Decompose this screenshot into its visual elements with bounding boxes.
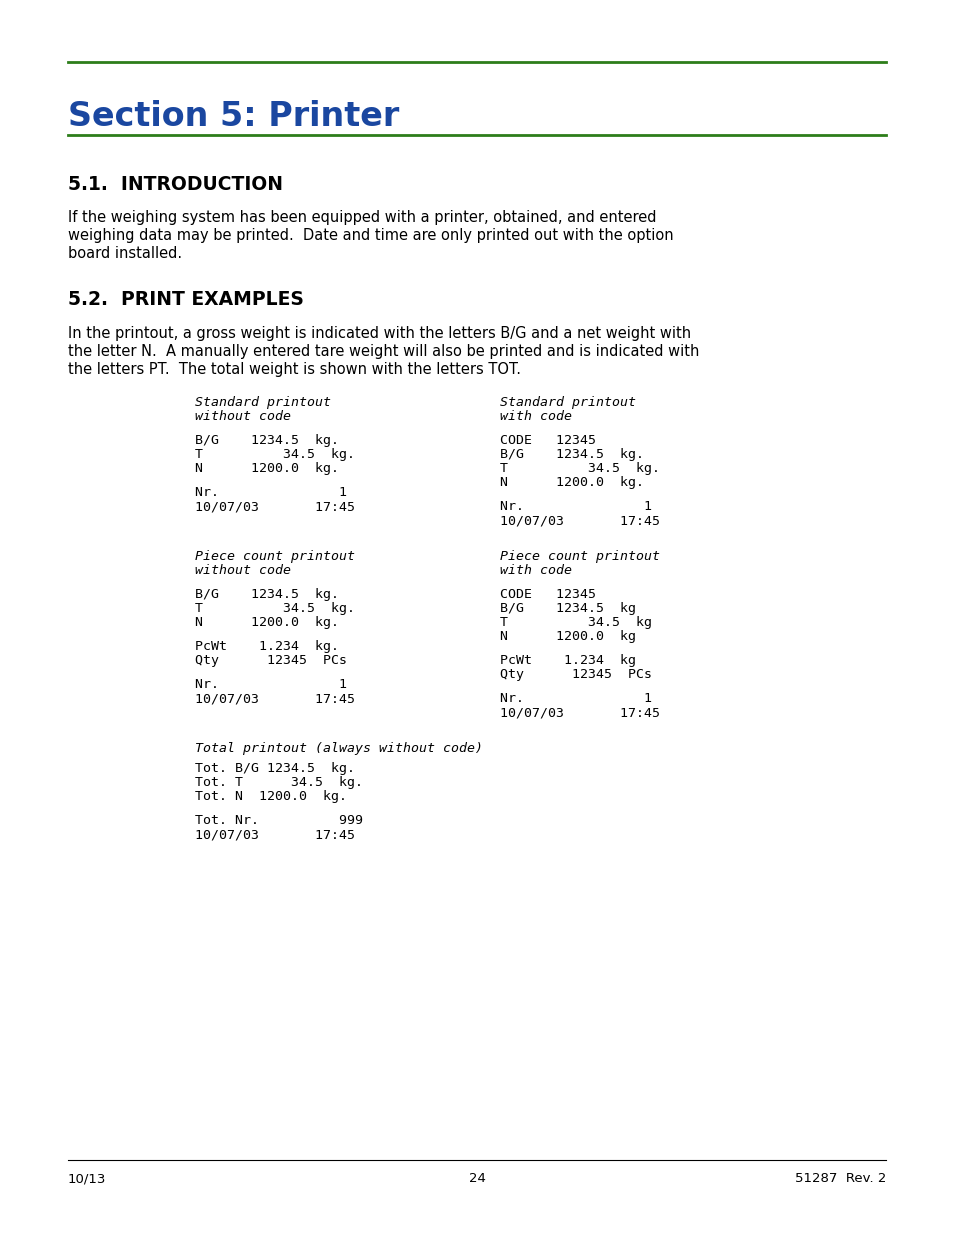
Text: Piece count printout: Piece count printout [194, 550, 355, 563]
Text: T          34.5  kg.: T 34.5 kg. [194, 448, 355, 461]
Text: the letters PT.  The total weight is shown with the letters TOT.: the letters PT. The total weight is show… [68, 362, 520, 377]
Text: Qty      12345  PCs: Qty 12345 PCs [499, 668, 651, 680]
Text: B/G    1234.5  kg: B/G 1234.5 kg [499, 601, 636, 615]
Text: weighing data may be printed.  Date and time are only printed out with the optio: weighing data may be printed. Date and t… [68, 228, 673, 243]
Text: Tot. T      34.5  kg.: Tot. T 34.5 kg. [194, 776, 363, 789]
Text: with code: with code [499, 564, 572, 577]
Text: 51287  Rev. 2: 51287 Rev. 2 [794, 1172, 885, 1186]
Text: 10/07/03       17:45: 10/07/03 17:45 [499, 706, 659, 719]
Text: B/G    1234.5  kg.: B/G 1234.5 kg. [194, 588, 338, 601]
Text: 10/07/03       17:45: 10/07/03 17:45 [194, 500, 355, 513]
Text: Piece count printout: Piece count printout [499, 550, 659, 563]
Text: If the weighing system has been equipped with a printer, obtained, and entered: If the weighing system has been equipped… [68, 210, 656, 225]
Text: Nr.               1: Nr. 1 [499, 500, 651, 513]
Text: Tot. N  1200.0  kg.: Tot. N 1200.0 kg. [194, 790, 347, 803]
Text: Section 5: Printer: Section 5: Printer [68, 100, 399, 133]
Text: PcWt    1.234  kg: PcWt 1.234 kg [499, 655, 636, 667]
Text: 10/07/03       17:45: 10/07/03 17:45 [194, 827, 355, 841]
Text: Qty      12345  PCs: Qty 12345 PCs [194, 655, 347, 667]
Text: Tot. Nr.          999: Tot. Nr. 999 [194, 814, 363, 827]
Text: B/G    1234.5  kg.: B/G 1234.5 kg. [499, 448, 643, 461]
Text: In the printout, a gross weight is indicated with the letters B/G and a net weig: In the printout, a gross weight is indic… [68, 326, 690, 341]
Text: 10/07/03       17:45: 10/07/03 17:45 [499, 514, 659, 527]
Text: Standard printout: Standard printout [499, 396, 636, 409]
Text: T          34.5  kg: T 34.5 kg [499, 616, 651, 629]
Text: without code: without code [194, 410, 291, 424]
Text: with code: with code [499, 410, 572, 424]
Text: N      1200.0  kg.: N 1200.0 kg. [194, 616, 338, 629]
Text: PcWt    1.234  kg.: PcWt 1.234 kg. [194, 640, 338, 653]
Text: Standard printout: Standard printout [194, 396, 331, 409]
Text: Total printout (always without code): Total printout (always without code) [194, 742, 482, 755]
Text: N      1200.0  kg.: N 1200.0 kg. [499, 475, 643, 489]
Text: without code: without code [194, 564, 291, 577]
Text: board installed.: board installed. [68, 246, 182, 261]
Text: T          34.5  kg.: T 34.5 kg. [194, 601, 355, 615]
Text: 10/13: 10/13 [68, 1172, 107, 1186]
Text: Nr.               1: Nr. 1 [194, 487, 347, 499]
Text: Nr.               1: Nr. 1 [194, 678, 347, 692]
Text: T          34.5  kg.: T 34.5 kg. [499, 462, 659, 475]
Text: 24: 24 [468, 1172, 485, 1186]
Text: CODE   12345: CODE 12345 [499, 433, 596, 447]
Text: N      1200.0  kg.: N 1200.0 kg. [194, 462, 338, 475]
Text: B/G    1234.5  kg.: B/G 1234.5 kg. [194, 433, 338, 447]
Text: CODE   12345: CODE 12345 [499, 588, 596, 601]
Text: 5.1.  INTRODUCTION: 5.1. INTRODUCTION [68, 175, 283, 194]
Text: 5.2.  PRINT EXAMPLES: 5.2. PRINT EXAMPLES [68, 290, 304, 309]
Text: Nr.               1: Nr. 1 [499, 692, 651, 705]
Text: N      1200.0  kg: N 1200.0 kg [499, 630, 636, 643]
Text: 10/07/03       17:45: 10/07/03 17:45 [194, 692, 355, 705]
Text: Tot. B/G 1234.5  kg.: Tot. B/G 1234.5 kg. [194, 762, 355, 776]
Text: the letter N.  A manually entered tare weight will also be printed and is indica: the letter N. A manually entered tare we… [68, 345, 699, 359]
